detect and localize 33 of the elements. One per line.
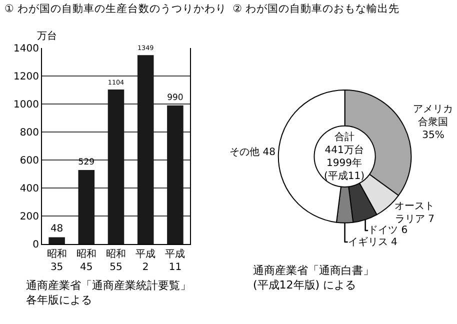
y-tick-label: 0 [32,240,39,250]
y-tick-label: 1000 [14,100,39,110]
x-tick-label: 昭和 35 [46,248,67,273]
slice-label: その他 48 [230,146,276,158]
y-tick-label: 1200 [14,72,39,82]
text: 合計 441万台 1999年 (平成11) [324,131,365,182]
chart-title: ① わが国の自動車の生産台数のうつりかわり [4,2,226,16]
bar [167,105,184,244]
text: 通商産業省「通商産業統計要覧」各年版による [26,279,191,306]
slice-label: オーストラリア 7 [394,201,435,226]
y-tick-label: 800 [20,128,39,138]
x-tick-label: 平成 11 [165,248,186,273]
y-tick-label: 400 [20,184,39,194]
x-tick-label: 平成 2 [136,248,156,273]
bar [78,170,95,244]
text: 通商産業省「通商白書」 (平成12年版) による [253,264,374,292]
bar [137,55,154,244]
slice-label: ドイツ 6 [368,225,408,236]
bar [108,89,124,244]
x-tick-label: 昭和 45 [76,248,96,273]
data-label: 529 [78,157,95,168]
y-tick-label: 200 [20,212,39,222]
y-tick-label: 1400 [14,44,39,54]
slice-label: アメリカ合衆国 [413,104,454,128]
slice-label: イギリス 4 [348,236,398,248]
bar [48,237,65,244]
x-tick-label: 昭和 55 [106,248,126,273]
data-label: 990 [167,92,184,103]
data-label: 48 [50,223,64,234]
y-tick-label: 600 [20,156,39,166]
chart-title: ② わが国の自動車のおもな輸出先 [232,2,400,16]
data-label: 35% [422,130,444,141]
y-axis-title: 万台 [37,30,57,42]
